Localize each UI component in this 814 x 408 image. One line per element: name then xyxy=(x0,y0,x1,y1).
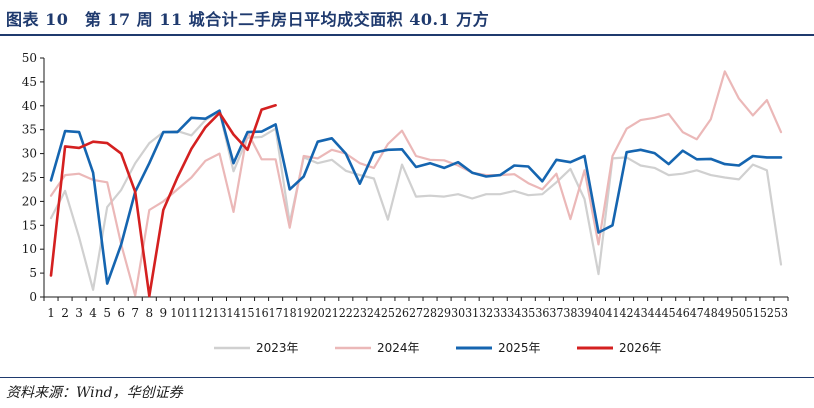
x-tick-label: 50 xyxy=(732,306,746,320)
x-tick-label: 39 xyxy=(577,306,591,320)
x-tick-label: 43 xyxy=(634,306,648,320)
x-tick-label: 37 xyxy=(549,306,563,320)
x-axis-ticks: 1 2 3 4 5 6 7 8 9 10 11 12 13 14 15 16 17 18 19 20 21 22 23 24 2… xyxy=(43,297,789,320)
x-tick-label: 7 xyxy=(131,306,139,320)
x-tick-label: 1 xyxy=(47,306,55,320)
series-line-2 xyxy=(49,70,783,297)
x-tick-label: 36 xyxy=(535,306,549,320)
x-tick-label: 30 xyxy=(451,306,465,320)
legend-label-1: 2023年 xyxy=(256,341,299,355)
y-tick-label: 0 xyxy=(29,290,37,304)
x-tick-label: 6 xyxy=(117,306,125,320)
source-note: 资料来源：Wind，华创证券 xyxy=(6,385,183,401)
x-tick-label: 45 xyxy=(662,306,676,320)
x-tick-label: 29 xyxy=(437,306,451,320)
y-tick-label: 40 xyxy=(22,99,37,113)
x-tick-label: 8 xyxy=(145,306,153,320)
x-tick-label: 42 xyxy=(620,306,634,320)
x-tick-label: 24 xyxy=(367,306,381,320)
legend-label-4: 2026年 xyxy=(619,341,662,355)
source-divider xyxy=(0,377,814,378)
x-tick-label: 48 xyxy=(704,306,718,320)
x-tick-label: 31 xyxy=(465,306,479,320)
legend-label-3: 2025年 xyxy=(498,341,541,355)
x-tick-label: 16 xyxy=(255,306,269,320)
x-tick-label: 44 xyxy=(648,306,662,320)
x-tick-label: 3 xyxy=(75,306,83,320)
x-tick-label: 14 xyxy=(226,306,240,320)
x-tick-label: 9 xyxy=(160,306,168,320)
y-tick-label: 35 xyxy=(22,123,37,137)
y-tick-label: 50 xyxy=(22,51,37,65)
legend: 2023年 2024年 2025年 2026年 xyxy=(214,341,662,355)
series-line-3 xyxy=(49,109,783,285)
x-tick-label: 46 xyxy=(676,306,690,320)
series-lines xyxy=(49,70,783,298)
x-tick-label: 4 xyxy=(89,306,97,320)
x-tick-label: 27 xyxy=(409,306,423,320)
y-tick-label: 45 xyxy=(22,75,37,89)
y-axis-ticks: 0 5 10 15 20 25 30 35 40 45 50 xyxy=(22,51,44,304)
x-tick-label: 13 xyxy=(212,306,226,320)
x-tick-label: 49 xyxy=(718,306,732,320)
x-tick-label: 28 xyxy=(423,306,437,320)
title-divider xyxy=(0,34,814,36)
x-tick-label: 17 xyxy=(269,306,283,320)
x-tick-label: 40 xyxy=(591,306,605,320)
x-tick-label: 11 xyxy=(184,306,198,320)
y-tick-label: 20 xyxy=(22,194,37,208)
x-tick-label: 35 xyxy=(521,306,535,320)
x-tick-label: 41 xyxy=(606,306,620,320)
x-tick-label: 12 xyxy=(198,306,212,320)
y-tick-label: 10 xyxy=(22,242,37,256)
chart-title: 图表 10 第 17 周 11 城合计二手房日平均成交面积 40.1 万方 xyxy=(6,10,490,29)
x-tick-label: 5 xyxy=(103,306,111,320)
legend-label-2: 2024年 xyxy=(377,341,420,355)
y-tick-label: 25 xyxy=(22,171,37,185)
x-tick-label: 34 xyxy=(507,306,521,320)
x-tick-label: 38 xyxy=(563,306,577,320)
x-tick-label: 33 xyxy=(493,306,507,320)
x-tick-label: 21 xyxy=(325,306,339,320)
series-line-4 xyxy=(49,104,277,298)
x-tick-label: 25 xyxy=(381,306,395,320)
y-tick-label: 5 xyxy=(29,266,37,280)
x-tick-label: 10 xyxy=(170,306,184,320)
x-tick-label: 26 xyxy=(395,306,409,320)
x-tick-label: 18 xyxy=(283,306,297,320)
x-tick-label: 53 xyxy=(774,306,788,320)
x-tick-label: 52 xyxy=(760,306,774,320)
x-tick-label: 15 xyxy=(241,306,255,320)
x-tick-label: 23 xyxy=(353,306,367,320)
x-tick-label: 47 xyxy=(690,306,704,320)
x-tick-label: 19 xyxy=(297,306,311,320)
y-tick-label: 30 xyxy=(22,147,37,161)
x-tick-label: 32 xyxy=(479,306,493,320)
x-tick-label: 2 xyxy=(61,306,69,320)
x-tick-label: 51 xyxy=(746,306,760,320)
x-tick-label: 20 xyxy=(311,306,325,320)
y-tick-label: 15 xyxy=(22,218,37,232)
x-tick-label: 22 xyxy=(339,306,353,320)
